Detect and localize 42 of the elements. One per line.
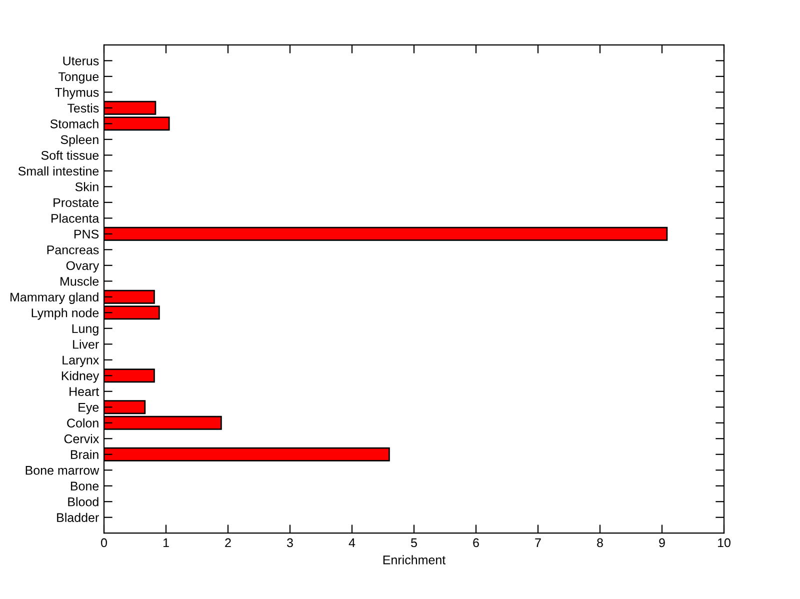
y-tick-label: Placenta	[52, 214, 100, 223]
y-tick-label: Bone marrow	[26, 466, 100, 475]
y-tick-label: Blood	[68, 497, 98, 506]
y-tick-label: Uterus	[63, 56, 99, 66]
y-tick-label: Spleen	[60, 134, 98, 147]
y-tick-label: Ovary	[66, 261, 100, 273]
y-tick-label: Colon	[67, 418, 98, 428]
y-tick-label: Muscle	[60, 276, 99, 286]
x-tick-label: 5	[411, 538, 417, 548]
x-tick-label: 7	[535, 538, 541, 548]
y-tick-label: Lymph node	[32, 308, 99, 320]
y-tick-label: Mammary gland	[10, 292, 98, 304]
y-tick-label: Lung	[72, 324, 98, 336]
x-tick-label: 9	[659, 538, 665, 548]
x-tick-label: 3	[287, 538, 293, 548]
y-tick-label: Pancreas	[47, 246, 99, 254]
x-tick-label: 0	[101, 538, 107, 548]
y-tick-label: Stomach	[50, 119, 98, 128]
x-tick-label: 8	[597, 538, 603, 548]
y-tick-label: Testis	[67, 103, 99, 113]
y-tick-label: Heart	[70, 387, 100, 396]
y-tick-label: Soft tissue	[41, 150, 99, 160]
y-tick-label: Bladder	[57, 512, 99, 522]
y-tick-label: Cervix	[64, 434, 100, 444]
x-tick-label: 6	[473, 538, 479, 548]
y-tick-label: Liver	[73, 340, 99, 349]
y-tick-label: Tongue	[58, 72, 99, 84]
y-tick-label: Larynx	[62, 356, 100, 368]
y-tick-label: Eye	[78, 403, 99, 414]
y-tick-label: Brain	[70, 450, 98, 460]
x-tick-label: 4	[348, 538, 356, 548]
y-tick-label: Prostate	[54, 198, 99, 208]
y-tick-label: Thymus	[54, 88, 99, 100]
x-tick-label: 2	[225, 538, 231, 548]
y-tick-label: Bone	[70, 482, 99, 491]
x-axis-title: Enrichment	[383, 555, 446, 564]
y-tick-label: Kidney	[62, 371, 100, 383]
y-tick-label: PNS	[74, 230, 99, 239]
y-tick-label: Small intestine	[18, 166, 99, 176]
x-tick-label: 1	[163, 538, 169, 548]
y-tick-label: Skin	[75, 182, 98, 192]
x-tick-label: 10	[718, 538, 730, 548]
